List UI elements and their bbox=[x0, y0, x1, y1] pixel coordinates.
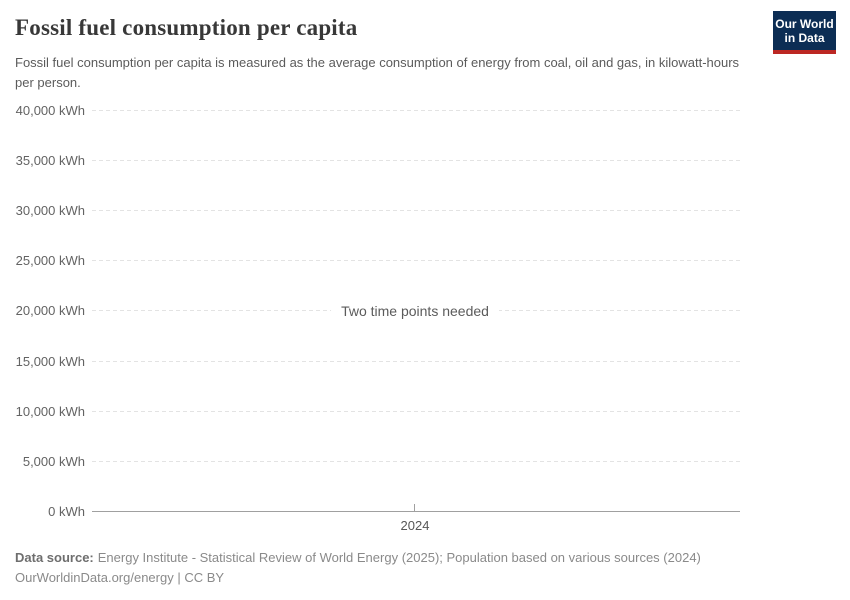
grid-row-40000: 40,000 kWh bbox=[0, 102, 740, 118]
grid-row-30000: 30,000 kWh bbox=[0, 202, 740, 218]
grid-row-35000: 35,000 kWh bbox=[0, 152, 740, 168]
gridline bbox=[92, 209, 740, 211]
gridline bbox=[92, 410, 740, 412]
grid-row-0: 0 kWh bbox=[0, 503, 740, 519]
y-axis-tick-label: 35,000 kWh bbox=[15, 152, 85, 168]
gridline bbox=[92, 460, 740, 462]
x-axis-line bbox=[92, 510, 740, 512]
data-source-label: Data source: bbox=[15, 550, 94, 565]
chart-footer: Data source: Energy Institute - Statistic… bbox=[15, 548, 701, 588]
grid-row-10000: 10,000 kWh bbox=[0, 403, 740, 419]
y-axis-tick-label: 20,000 kWh bbox=[15, 302, 85, 318]
x-axis-tick-mark bbox=[414, 504, 415, 511]
grid-row-25000: 25,000 kWh bbox=[0, 252, 740, 268]
chart-subtitle: Fossil fuel consumption per capita is me… bbox=[15, 55, 740, 90]
owid-license-link[interactable]: OurWorldinData.org/energy | CC BY bbox=[15, 570, 225, 585]
x-axis-tick-label: 2024 bbox=[400, 518, 430, 533]
gridline bbox=[92, 360, 740, 362]
owid-logo[interactable]: Our World in Data bbox=[773, 11, 836, 54]
grid-row-15000: 15,000 kWh bbox=[0, 353, 740, 369]
empty-state-message: Two time points needed bbox=[331, 301, 499, 321]
page-title: Fossil fuel consumption per capita bbox=[15, 15, 358, 40]
gridline bbox=[92, 259, 740, 261]
grid-row-5000: 5,000 kWh bbox=[0, 453, 740, 469]
owid-logo-line2: in Data bbox=[784, 30, 825, 45]
owid-logo-line1: Our World bbox=[775, 16, 834, 31]
gridline bbox=[92, 109, 740, 111]
gridline bbox=[92, 159, 740, 161]
y-axis-tick-label: 25,000 kWh bbox=[15, 252, 85, 268]
y-axis-tick-label: 10,000 kWh bbox=[15, 403, 85, 419]
y-axis-tick-label: 15,000 kWh bbox=[15, 353, 85, 369]
y-axis-tick-label: 0 kWh bbox=[48, 503, 85, 519]
y-axis-tick-label: 40,000 kWh bbox=[15, 102, 85, 118]
y-axis-tick-label: 30,000 kWh bbox=[15, 202, 85, 218]
data-source-text[interactable]: Energy Institute - Statistical Review of… bbox=[97, 550, 701, 565]
y-axis-tick-label: 5,000 kWh bbox=[22, 453, 85, 469]
